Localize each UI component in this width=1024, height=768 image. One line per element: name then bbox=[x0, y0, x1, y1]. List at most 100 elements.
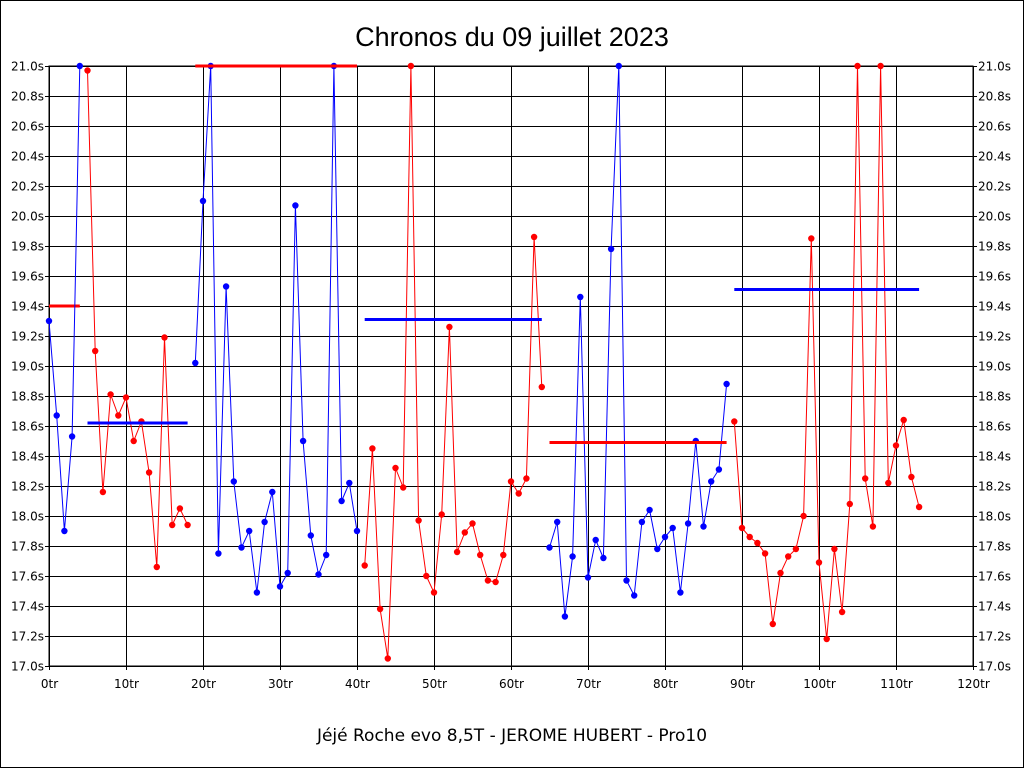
lap-point-blue bbox=[638, 518, 646, 526]
lap-point-blue bbox=[284, 569, 291, 577]
lap-point-red bbox=[153, 563, 160, 571]
lap-point-red bbox=[862, 475, 869, 482]
lap-point-red bbox=[384, 655, 391, 662]
lap-point-red bbox=[915, 503, 923, 511]
lap-point-red bbox=[823, 635, 830, 643]
lap-point-red bbox=[761, 550, 769, 557]
lap-point-red bbox=[846, 500, 853, 508]
lap-point-red bbox=[838, 608, 846, 616]
y-tick-label-left: 20.8s bbox=[11, 90, 44, 104]
lap-point-blue bbox=[677, 589, 684, 596]
lap-point-red bbox=[169, 521, 176, 529]
lap-point-red bbox=[831, 545, 838, 553]
y-tick-label-right: 19.8s bbox=[978, 240, 1011, 254]
lap-point-blue bbox=[661, 533, 669, 541]
lap-point-blue bbox=[261, 518, 268, 526]
lap-line-blue bbox=[48, 65, 81, 532]
lap-point-blue bbox=[222, 283, 230, 290]
lap-point-red bbox=[492, 578, 499, 586]
y-tick-label-right: 18.6s bbox=[978, 420, 1011, 434]
lap-point-red bbox=[908, 473, 915, 481]
lap-point-red bbox=[854, 62, 861, 70]
lap-point-blue bbox=[353, 527, 361, 535]
lap-point-red bbox=[769, 620, 776, 628]
lap-point-red bbox=[461, 529, 468, 536]
y-tick-label-right: 20.0s bbox=[978, 210, 1011, 224]
x-tick-label: 40tr bbox=[345, 677, 370, 691]
lap-point-blue bbox=[554, 518, 561, 526]
lap-line-red bbox=[87, 70, 189, 568]
axis-labels: 0tr 10tr 20tr 30tr 40tr 50tr 60tr 70tr 80tr 90tr 1… bbox=[11, 60, 1011, 692]
lap-point-red bbox=[130, 437, 137, 445]
lap-point-blue bbox=[615, 62, 622, 70]
x-tick-label: 80tr bbox=[653, 677, 678, 691]
y-tick-label-left: 18.4s bbox=[11, 450, 44, 464]
y-tick-label-right: 20.6s bbox=[978, 120, 1011, 134]
x-tick-label: 120tr bbox=[957, 677, 990, 691]
lap-point-red bbox=[400, 484, 407, 491]
y-tick-label-right: 19.0s bbox=[978, 360, 1011, 374]
y-tick-label-left: 19.4s bbox=[11, 300, 44, 314]
lap-point-blue bbox=[307, 532, 314, 539]
lap-point-blue bbox=[723, 380, 730, 388]
y-tick-label-left: 20.6s bbox=[11, 120, 44, 134]
lap-point-blue bbox=[292, 202, 299, 209]
lap-point-red bbox=[808, 235, 815, 242]
lap-point-blue bbox=[346, 479, 353, 487]
y-tick-label-left: 19.8s bbox=[11, 240, 44, 254]
lap-point-red bbox=[754, 539, 761, 547]
lap-point-blue bbox=[631, 592, 638, 599]
lap-point-red bbox=[731, 418, 738, 425]
lap-point-red bbox=[415, 517, 422, 524]
x-tick-label: 0tr bbox=[41, 677, 58, 691]
lap-point-red bbox=[777, 569, 784, 577]
lap-point-red bbox=[369, 445, 376, 452]
lap-point-blue bbox=[45, 317, 53, 325]
lap-point-blue bbox=[246, 527, 253, 535]
y-tick-label-right: 18.8s bbox=[978, 390, 1011, 404]
x-tick-label: 20tr bbox=[191, 677, 216, 691]
lap-point-blue bbox=[600, 554, 607, 562]
lap-point-red bbox=[453, 548, 461, 556]
y-tick-label-left: 19.0s bbox=[11, 360, 44, 374]
lap-point-red bbox=[538, 383, 545, 391]
lap-point-blue bbox=[569, 553, 576, 560]
lap-point-blue bbox=[253, 589, 261, 596]
y-tick-label-right: 17.6s bbox=[978, 570, 1011, 584]
lap-point-red bbox=[161, 334, 168, 341]
lap-point-blue bbox=[315, 571, 322, 578]
y-tick-label-left: 17.8s bbox=[11, 540, 44, 554]
lap-point-red bbox=[423, 572, 430, 580]
y-tick-label-left: 19.2s bbox=[11, 330, 44, 344]
lap-point-red bbox=[800, 512, 807, 520]
lap-point-red bbox=[446, 323, 453, 331]
x-tick-label: 50tr bbox=[422, 677, 447, 691]
plot-area-border bbox=[48, 65, 974, 667]
lap-point-blue bbox=[230, 478, 237, 485]
x-tick-label: 110tr bbox=[880, 677, 913, 691]
lap-point-blue bbox=[546, 544, 553, 551]
lap-point-blue bbox=[607, 245, 615, 253]
lap-point-blue bbox=[700, 523, 707, 530]
y-tick-label-left: 17.2s bbox=[11, 630, 44, 644]
x-tick-label: 100tr bbox=[803, 677, 836, 691]
y-tick-label-right: 17.4s bbox=[978, 600, 1011, 614]
y-tick-label-right: 18.4s bbox=[978, 450, 1011, 464]
y-tick-label-right: 19.4s bbox=[978, 300, 1011, 314]
x-tick-label: 90tr bbox=[730, 677, 755, 691]
y-tick-label-right: 18.2s bbox=[978, 480, 1011, 494]
x-tick-label: 60tr bbox=[499, 677, 524, 691]
y-tick-label-left: 17.6s bbox=[11, 570, 44, 584]
lap-point-red bbox=[92, 347, 99, 355]
lap-point-blue bbox=[646, 506, 653, 514]
lap-point-red bbox=[885, 479, 892, 487]
lap-point-blue bbox=[715, 466, 723, 473]
lap-point-blue bbox=[238, 544, 245, 551]
lap-point-blue bbox=[269, 488, 276, 496]
lap-point-blue bbox=[708, 478, 715, 485]
lap-line-red bbox=[364, 65, 543, 659]
lap-point-red bbox=[376, 605, 384, 613]
lap-point-red bbox=[792, 545, 800, 553]
y-tick-label-right: 17.8s bbox=[978, 540, 1011, 554]
